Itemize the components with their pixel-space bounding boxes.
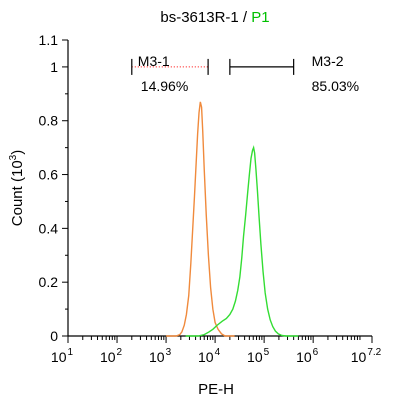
gate-label-M3-1: M3-1 — [138, 53, 170, 69]
x-tick-label: 102 — [100, 347, 123, 365]
y-tick-label: 1 — [50, 59, 58, 75]
y-axis-label-exponent: 3 — [8, 154, 19, 160]
chart-title: bs-3613R-1 / P1 — [160, 9, 269, 26]
y-tick-label: 1.1 — [39, 32, 59, 48]
x-tick-label: 103 — [149, 347, 172, 365]
x-tick-label: 106 — [296, 347, 319, 365]
y-tick-label: 0.2 — [39, 274, 59, 290]
plot-area: 0 0.2 0.4 0.6 0.8 1 1.1 101 102 103 104 105 106 107.2… — [39, 32, 382, 365]
chart-title-part: P1 — [251, 9, 269, 26]
y-axis-label-close: ) — [9, 150, 26, 155]
y-tick-label: 0.6 — [39, 167, 59, 183]
gate-percent-M3-1: 14.96% — [141, 78, 188, 94]
gate-percent-M3-2: 85.03% — [312, 78, 359, 94]
histogram-series-2 — [185, 145, 299, 337]
y-axis-label-base: Count (10 — [9, 160, 26, 226]
histogram-series-1 — [166, 101, 235, 337]
x-tick-label: 105 — [247, 347, 270, 365]
chart-title-part: bs-3613R-1 / — [160, 9, 251, 26]
x-tick-label: 107.2 — [351, 347, 382, 365]
x-tick-label: 101 — [51, 347, 74, 365]
gate-label-M3-2: M3-2 — [312, 53, 344, 69]
x-axis-label: PE-H — [198, 381, 234, 398]
y-tick-label: 0.4 — [39, 220, 59, 236]
x-tick-label: 104 — [198, 347, 221, 365]
y-tick-label: 0 — [50, 328, 58, 344]
y-tick-label: 0.8 — [39, 113, 59, 129]
y-axis-label: Count (103) — [8, 150, 26, 226]
